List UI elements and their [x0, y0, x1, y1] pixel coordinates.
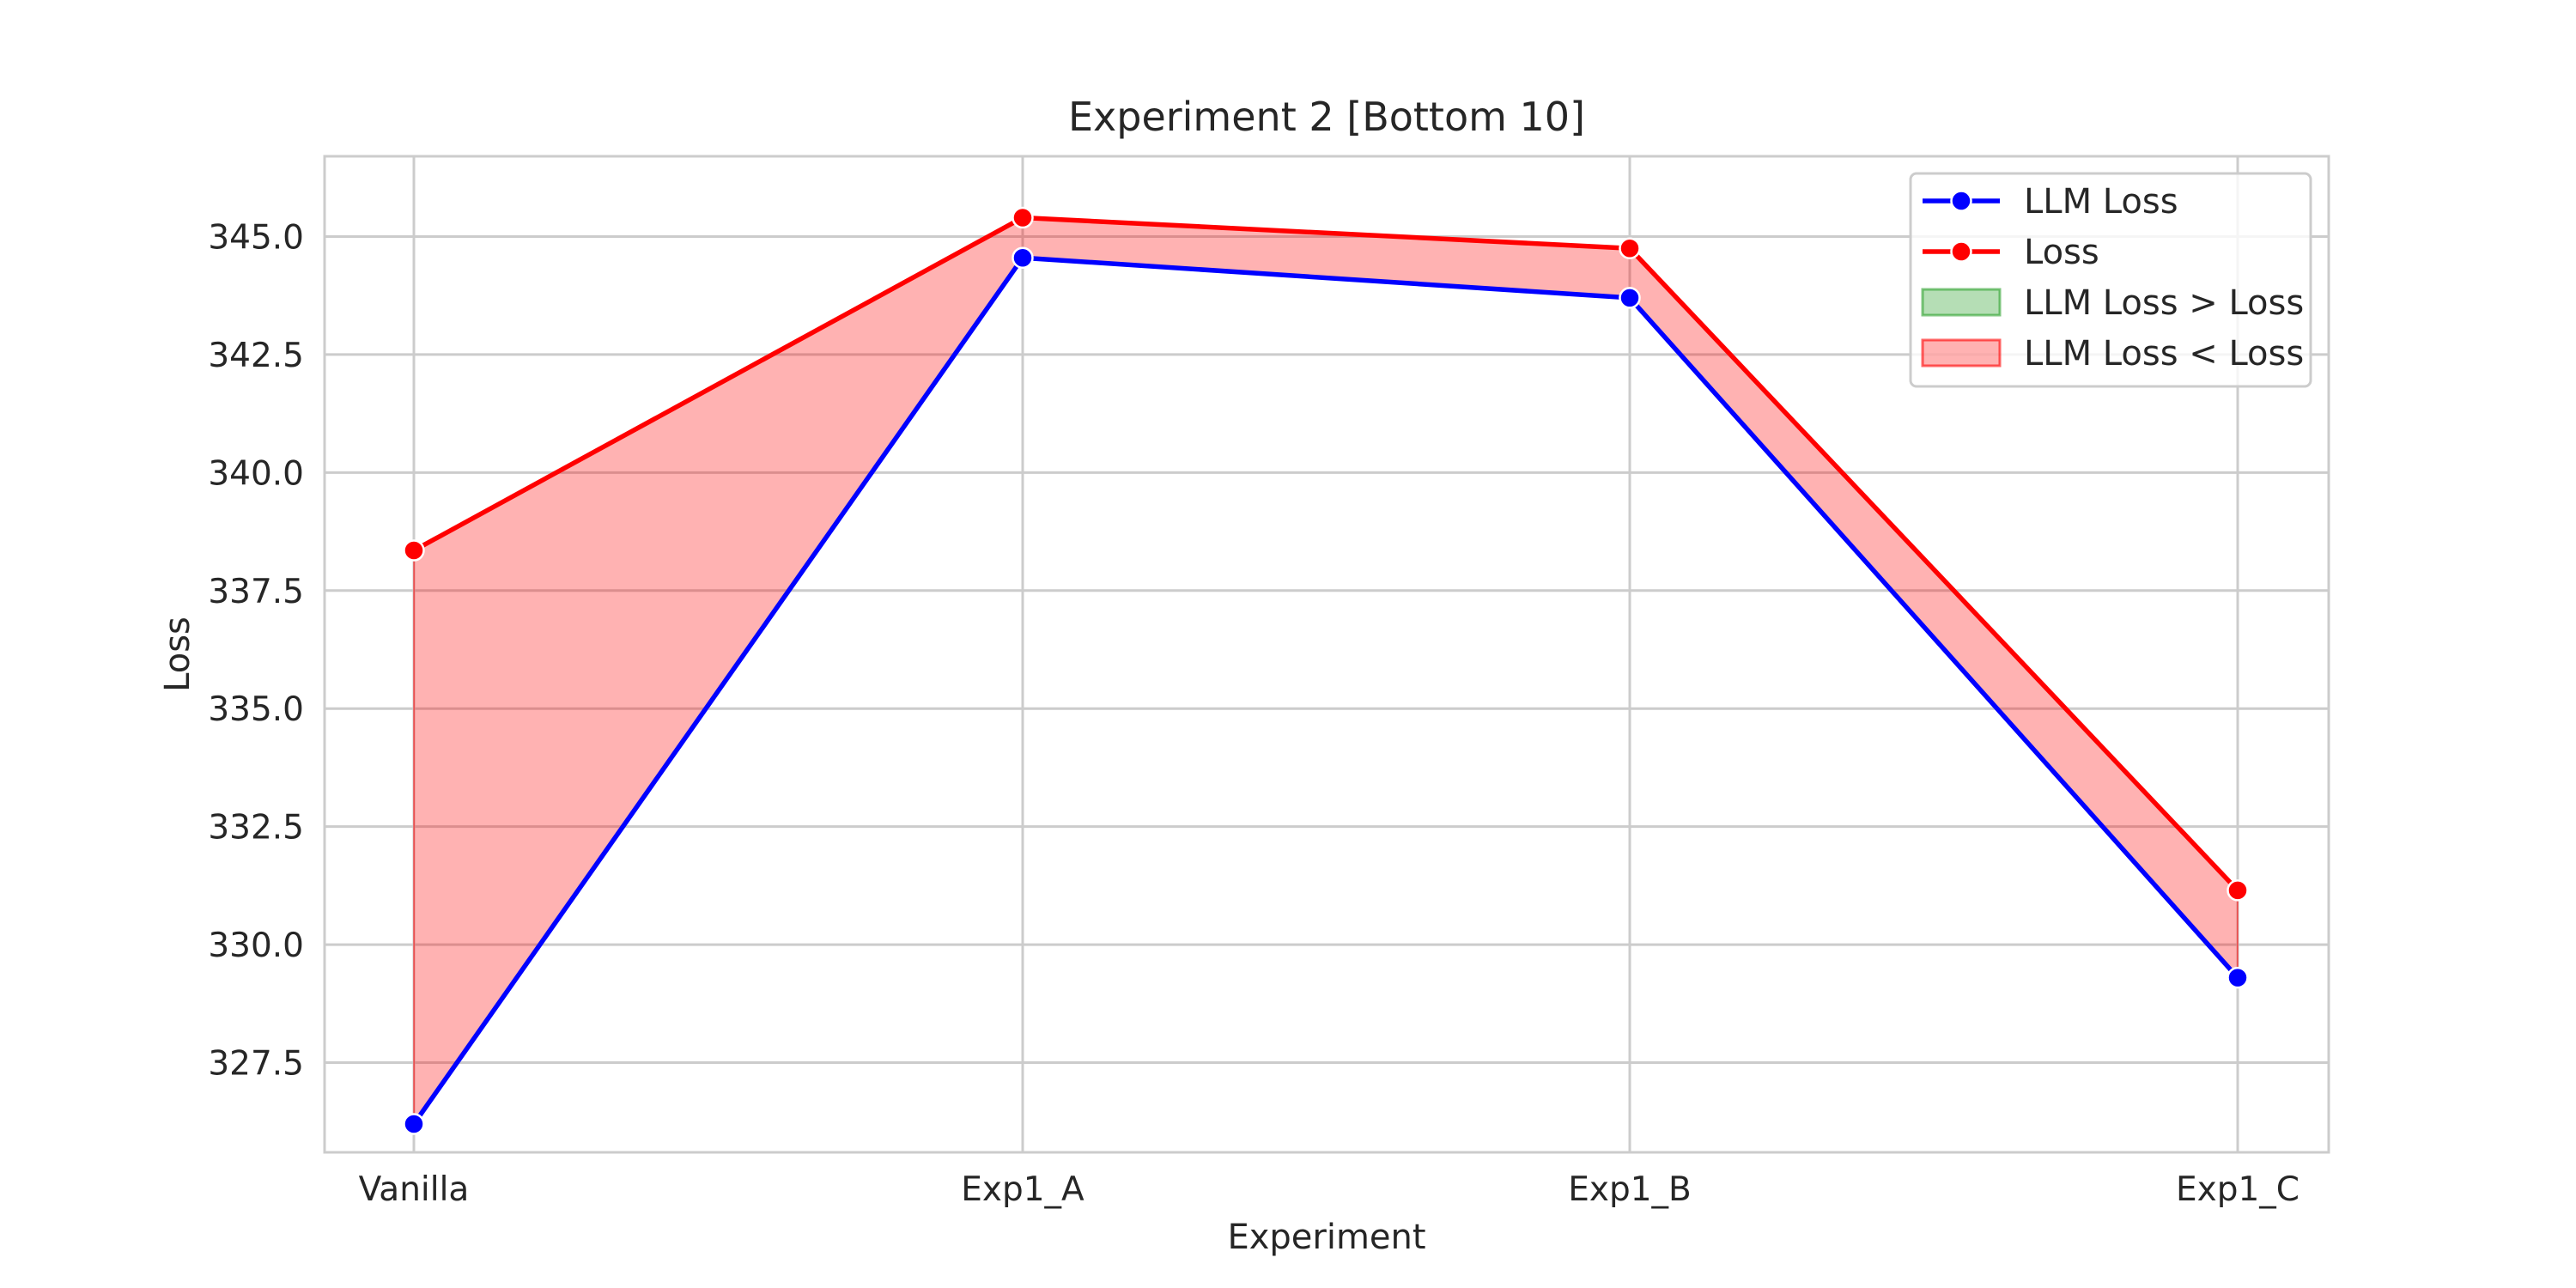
data-point-llm-loss [2227, 966, 2249, 989]
legend-frame [1909, 172, 2312, 388]
x-tick-label: Exp1_B [1568, 1170, 1692, 1209]
data-point-llm-loss [1619, 287, 1641, 309]
data-point-loss [2227, 879, 2249, 902]
x-tick-label: Vanilla [359, 1170, 470, 1209]
legend-label-llm-loss-loss: LLM Loss < Loss [2024, 334, 2304, 374]
plot-frame [323, 155, 2330, 1154]
series-line-llm-loss [411, 255, 2240, 1126]
series-line-loss [412, 215, 2239, 892]
y-tick-label: 335.0 [208, 690, 304, 729]
y-tick-label: 340.0 [208, 454, 304, 493]
x-tick-label: Exp1_A [961, 1170, 1084, 1209]
x-axis-title: Experiment [1227, 1218, 1425, 1257]
chart-title: Experiment 2 [Bottom 10] [1068, 94, 1585, 140]
legend-label-loss: Loss [2024, 233, 2099, 272]
data-point-loss [1619, 237, 1641, 259]
legend-swatch-llm-loss-loss [1921, 288, 2002, 317]
legend-label-llm-loss: LLM Loss [2024, 182, 2178, 222]
data-point-loss [403, 539, 425, 562]
y-tick-label: 345.0 [208, 218, 304, 257]
legend-marker-loss [1950, 240, 1972, 263]
legend: LLM Loss Loss LLM Loss > Loss LLM Loss < Lo… [1909, 172, 2312, 388]
y-tick-label: 337.5 [208, 573, 304, 611]
y-tick-label: 332.5 [208, 809, 304, 848]
y-axis-title: Loss [158, 617, 197, 692]
data-point-loss [1012, 206, 1034, 229]
legend-label-llm-loss-loss: LLM Loss > Loss [2024, 283, 2304, 323]
legend-marker-llm-loss [1950, 190, 1972, 212]
data-point-llm-loss [403, 1113, 425, 1135]
data-point-llm-loss [1012, 246, 1034, 269]
y-tick-label: 327.5 [208, 1045, 304, 1084]
y-tick-label: 342.5 [208, 337, 304, 375]
y-tick-label: 330.0 [208, 927, 304, 965]
x-tick-label: Exp1_C [2176, 1170, 2300, 1209]
legend-swatch-llm-loss-loss [1921, 338, 2002, 368]
